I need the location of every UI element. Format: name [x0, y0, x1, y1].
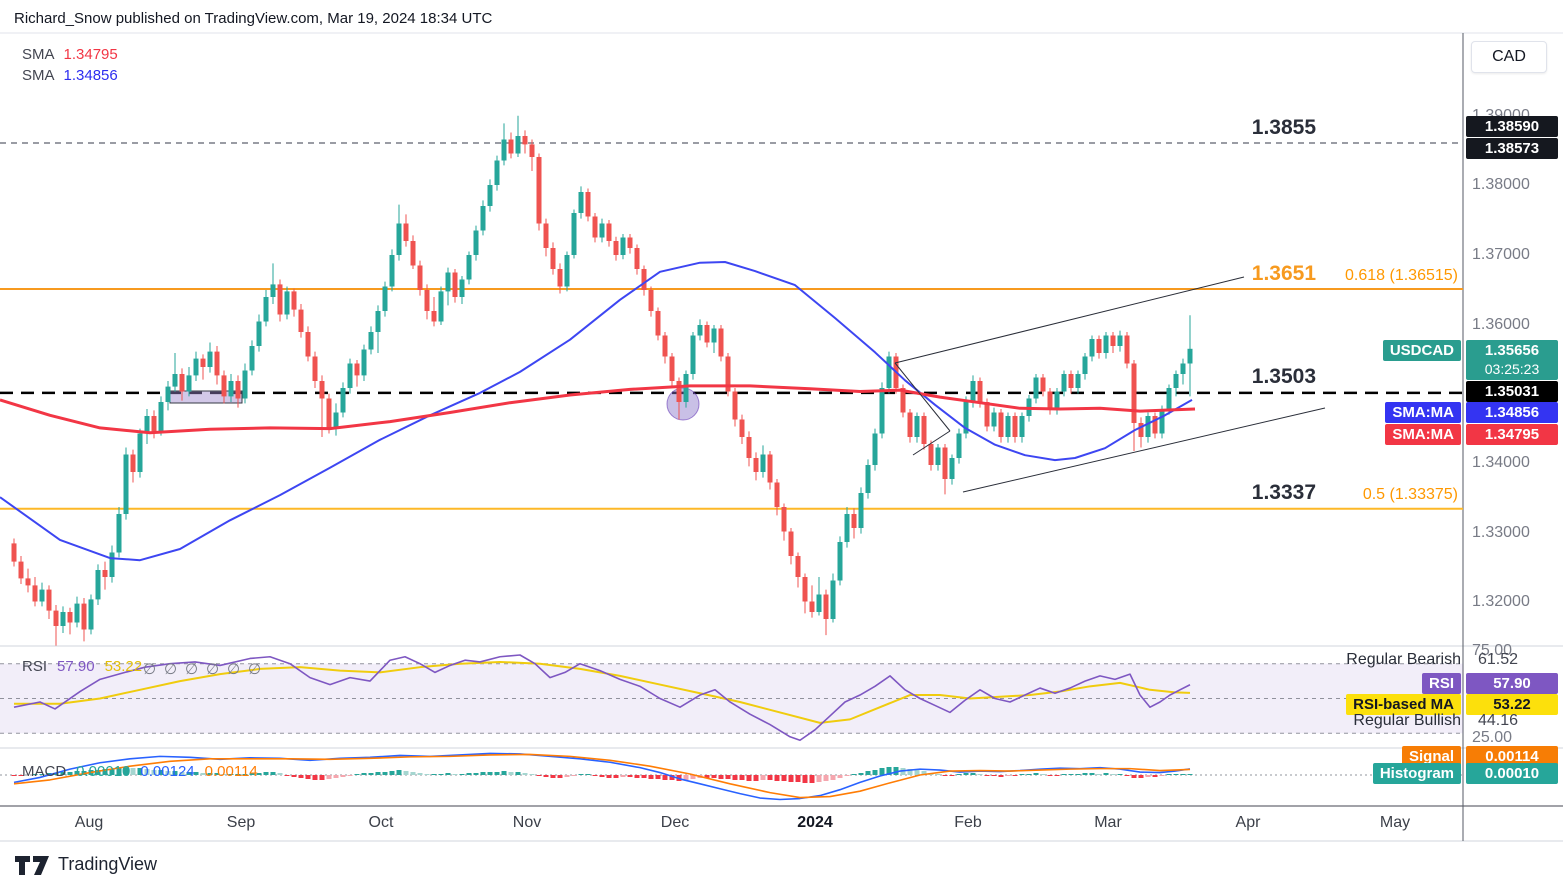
- series-name-badge: RSI-based MA: [1346, 694, 1461, 715]
- price-axis-tick: 25.00: [1472, 729, 1513, 746]
- price-axis-badge: 53.22: [1466, 694, 1558, 715]
- price-axis-badge: 0.00010: [1466, 763, 1558, 784]
- macd-signal-legend-value: 0.00114: [204, 763, 258, 780]
- sma2-value: 1.34856: [63, 67, 118, 84]
- sma1-value: 1.34795: [63, 46, 118, 63]
- price-axis-badge: 57.90: [1466, 673, 1558, 694]
- currency-toggle-button[interactable]: CAD: [1471, 41, 1547, 73]
- rsi-empty-source-icon: ∅: [185, 661, 199, 678]
- rsi-empty-source-icon: ∅: [206, 661, 220, 678]
- price-axis-tick: 1.36000: [1472, 316, 1530, 333]
- divergence-label: Regular Bearish: [1346, 651, 1461, 668]
- series-name-badge: Histogram: [1372, 763, 1461, 784]
- time-axis-label: Mar: [1094, 814, 1122, 831]
- macd-legend-row[interactable]: MACD 0.00010 0.00124 0.00114: [22, 763, 258, 780]
- series-name-badge: RSI: [1421, 673, 1461, 694]
- series-name-badge: Signal: [1401, 746, 1461, 767]
- time-axis-label: Aug: [74, 814, 104, 831]
- time-axis-label: May: [1379, 814, 1411, 831]
- tradingview-footer[interactable]: TradingView: [14, 852, 157, 876]
- tradingview-logo-icon: [15, 856, 49, 875]
- price-axis-badge: 1.38590: [1466, 116, 1558, 137]
- rsi-ma-legend-value: 53.22: [104, 658, 143, 675]
- price-axis-badge: 1.34856: [1466, 402, 1558, 423]
- divergence-label: Regular Bullish: [1353, 712, 1461, 729]
- tradingview-brand-text: TradingView: [58, 853, 158, 874]
- price-axis-tick: 1.32000: [1472, 593, 1530, 610]
- sma-legend-row-2[interactable]: SMA 1.34856: [22, 67, 118, 84]
- macd-hist-legend-value: 0.00010: [76, 763, 131, 780]
- price-axis-tick: 1.38000: [1472, 176, 1530, 193]
- divergence-value: 44.16: [1478, 712, 1519, 729]
- price-axis-tick: 75.00: [1472, 642, 1513, 659]
- rsi-legend-value: 57.90: [57, 658, 95, 675]
- time-axis-label: Oct: [368, 814, 394, 831]
- fib-level-label: 0.5 (1.33375): [1362, 486, 1458, 503]
- countdown-timer: 03:25:23: [1484, 361, 1540, 377]
- time-axis-label: Nov: [512, 814, 542, 831]
- publish-header: Richard_Snow published on TradingView.co…: [14, 10, 493, 27]
- rsi-legend-label: RSI: [22, 658, 48, 675]
- price-axis-tick: 1.34000: [1472, 454, 1530, 471]
- series-name-badge: SMA:MA: [1385, 402, 1461, 423]
- rsi-empty-source-icon: ∅: [143, 661, 157, 678]
- time-axis-label: Apr: [1235, 814, 1261, 831]
- price-axis-tick: 1.37000: [1472, 246, 1530, 263]
- rsi-empty-source-icon: ∅: [164, 661, 178, 678]
- price-level-label: 1.3503: [1251, 365, 1316, 388]
- price-axis-badge: 1.35031: [1466, 381, 1558, 402]
- price-level-label: 1.3855: [1251, 116, 1316, 139]
- sma-legend-row-1[interactable]: SMA 1.34795: [22, 46, 118, 63]
- rsi-empty-source-icon: ∅: [227, 661, 241, 678]
- macd-legend-label: MACD: [22, 763, 67, 780]
- sma2-label: SMA: [22, 67, 55, 84]
- price-axis-badge: 0.00114: [1466, 746, 1558, 767]
- price-axis-badge: 1.34795: [1466, 424, 1558, 445]
- macd-legend-value: 0.00124: [140, 763, 195, 780]
- price-axis-badge: 1.35656 03:25:23: [1466, 340, 1558, 380]
- series-name-badge: SMA:MA: [1385, 424, 1461, 445]
- price-level-label: 1.3651: [1251, 262, 1316, 285]
- fib-level-label: 0.618 (1.36515): [1345, 267, 1458, 284]
- price-level-label: 1.3337: [1251, 481, 1316, 504]
- time-axis-label: Sep: [226, 814, 256, 831]
- time-axis-label: Feb: [954, 814, 982, 831]
- price-axis-tick: 1.33000: [1472, 524, 1530, 541]
- series-name-badge: USDCAD: [1382, 340, 1461, 361]
- rsi-empty-source-icon: ∅: [248, 661, 262, 678]
- rsi-legend-row[interactable]: RSI 57.90 53.22: [22, 658, 142, 675]
- time-axis-label: Dec: [660, 814, 690, 831]
- price-axis-badge: 1.38573: [1466, 138, 1558, 159]
- divergence-value: 61.52: [1478, 651, 1519, 668]
- sma1-label: SMA: [22, 46, 55, 63]
- time-axis-label: 2024: [797, 814, 833, 831]
